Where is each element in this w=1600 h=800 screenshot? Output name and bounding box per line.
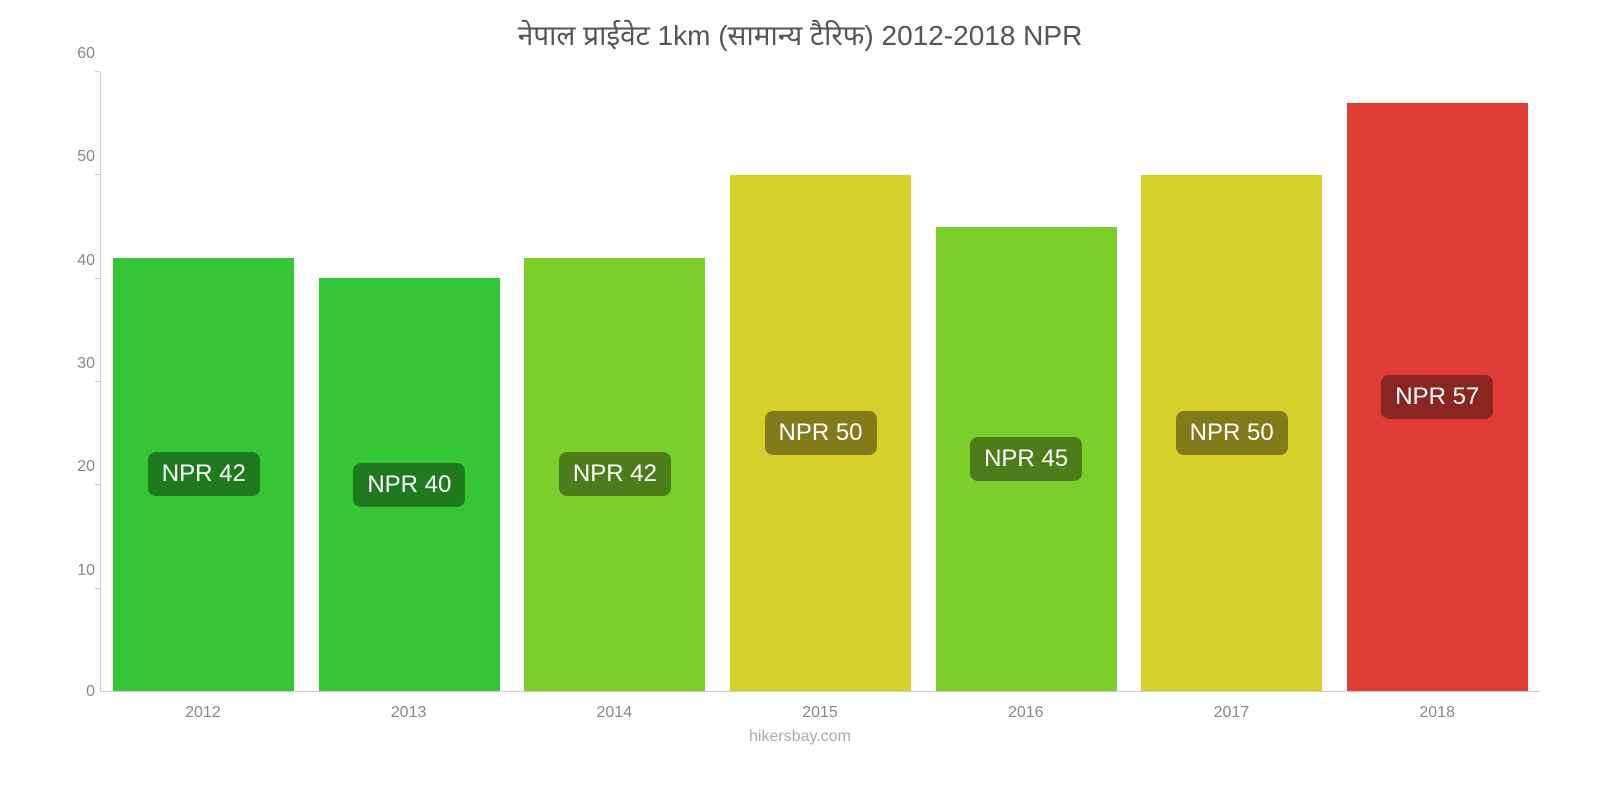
bar-slot: NPR 42 <box>101 72 307 691</box>
bar-value-label: NPR 42 <box>148 452 260 496</box>
x-tick-label: 2012 <box>100 704 306 722</box>
chart-title: नेपाल प्राईवेट 1km (सामान्य टैरिफ) 2012-… <box>518 20 1083 57</box>
bar-2013: NPR 40 <box>319 278 500 691</box>
bar-2017: NPR 50 <box>1141 175 1322 691</box>
bar-value-label: NPR 42 <box>559 452 671 496</box>
x-tick-label: 2015 <box>717 704 923 722</box>
y-tick-label: 40 <box>55 252 95 270</box>
bar-slot: NPR 45 <box>923 72 1129 691</box>
bar-2018: NPR 57 <box>1347 103 1528 691</box>
x-tick-label: 2016 <box>923 704 1129 722</box>
y-tick-label: 20 <box>55 458 95 476</box>
y-tick-label: 30 <box>55 355 95 373</box>
bar-value-label: NPR 40 <box>353 463 465 507</box>
bar-value-label: NPR 45 <box>970 437 1082 481</box>
bar-2014: NPR 42 <box>524 258 705 691</box>
y-tick-label: 60 <box>55 45 95 63</box>
bar-2015: NPR 50 <box>730 175 911 691</box>
bar-2012: NPR 42 <box>113 258 294 691</box>
bar-value-label: NPR 57 <box>1381 375 1493 419</box>
plot-area: NPR 42 NPR 40 NPR 42 NPR 50 NPR <box>100 72 1540 692</box>
bar-slot: NPR 40 <box>307 72 513 691</box>
x-tick-label: 2014 <box>511 704 717 722</box>
bar-value-label: NPR 50 <box>1176 411 1288 455</box>
attribution-text: hikersbay.com <box>749 728 851 746</box>
y-tick-label: 0 <box>55 683 95 701</box>
y-tick-label: 50 <box>55 148 95 166</box>
bar-value-label: NPR 50 <box>764 411 876 455</box>
bar-slot: NPR 50 <box>718 72 924 691</box>
bar-slot: NPR 50 <box>1129 72 1335 691</box>
bar-slot: NPR 57 <box>1334 72 1540 691</box>
bar-slot: NPR 42 <box>512 72 718 691</box>
y-tick-label: 10 <box>55 562 95 580</box>
chart-container: 0 10 20 30 40 50 60 NPR 42 NPR 40 NPR 42 <box>40 72 1560 752</box>
x-tick-label: 2013 <box>306 704 512 722</box>
x-axis-labels: 2012 2013 2014 2015 2016 2017 2018 <box>100 704 1540 722</box>
bar-2016: NPR 45 <box>936 227 1117 691</box>
x-tick-label: 2017 <box>1129 704 1335 722</box>
bars-row: NPR 42 NPR 40 NPR 42 NPR 50 NPR <box>101 72 1540 691</box>
x-tick-label: 2018 <box>1334 704 1540 722</box>
